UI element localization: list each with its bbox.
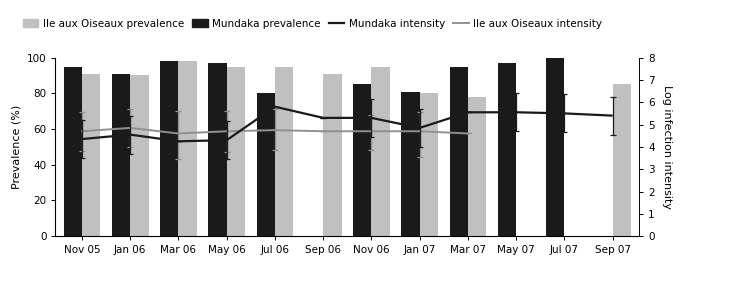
Bar (227, 67, 245, 236)
Bar (130, 75, 149, 236)
Y-axis label: Log infection intensity: Log infection intensity (661, 85, 672, 209)
Bar (401, 92, 420, 236)
Bar (546, 58, 565, 236)
Bar (208, 63, 227, 236)
Bar (449, 67, 468, 236)
Y-axis label: Prevalence (%): Prevalence (%) (11, 105, 21, 189)
Bar (613, 84, 631, 236)
Bar (112, 74, 130, 236)
Bar (353, 84, 372, 236)
Bar (372, 67, 389, 236)
Bar (468, 97, 486, 236)
Bar (64, 67, 82, 236)
Bar (160, 61, 178, 236)
Legend: Ile aux Oiseaux prevalence, Mundaka prevalence, Mundaka intensity, Ile aux Oisea: Ile aux Oiseaux prevalence, Mundaka prev… (18, 15, 606, 33)
Bar (275, 67, 293, 236)
Bar (420, 93, 438, 236)
Bar (498, 63, 517, 236)
Bar (256, 93, 275, 236)
Bar (178, 61, 197, 236)
Bar (82, 74, 101, 236)
Bar (323, 74, 341, 236)
